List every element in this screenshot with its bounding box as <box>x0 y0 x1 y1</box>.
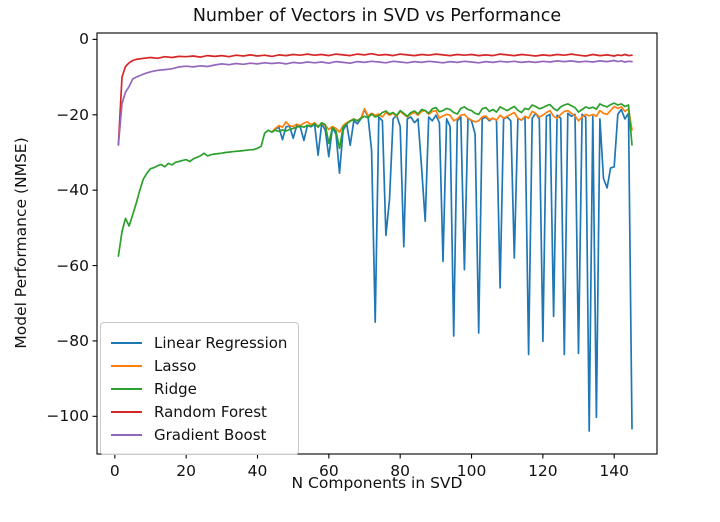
y-tick-label: 0 <box>79 30 89 49</box>
legend-label: Ridge <box>154 379 197 398</box>
x-tick-label: 140 <box>599 462 629 480</box>
x-tick-label: 40 <box>247 462 268 480</box>
x-tick-label: 120 <box>528 462 558 480</box>
series-line-ridge <box>117 102 633 257</box>
x-axis-label: N Components in SVD <box>291 474 463 492</box>
legend: Linear Regression Lasso Ridge Random Forest… <box>100 322 299 455</box>
legend-label: Random Forest <box>154 402 267 421</box>
legend-item-ridge: Ridge <box>111 377 288 400</box>
legend-swatch-linear-regression <box>111 341 142 344</box>
x-tick-label: 0 <box>109 462 120 480</box>
y-tick-label: −100 <box>46 407 89 426</box>
legend-item-linear-regression: Linear Regression <box>111 331 288 354</box>
series-line-linear-regression <box>270 108 633 432</box>
chart-title: Number of Vectors in SVD vs Performance <box>192 6 562 26</box>
legend-label: Linear Regression <box>154 333 288 352</box>
y-tick-label: −80 <box>56 331 89 350</box>
y-tick-label: −40 <box>56 181 89 200</box>
legend-label: Gradient Boost <box>154 425 267 444</box>
y-tick-label: −20 <box>56 105 89 124</box>
x-tick-label: 80 <box>390 462 411 480</box>
legend-swatch-ridge <box>111 387 142 390</box>
legend-item-lasso: Lasso <box>111 354 288 377</box>
x-tick-label: 60 <box>318 462 339 480</box>
x-tick-label: 100 <box>456 462 487 480</box>
x-tick-label: 20 <box>176 462 197 480</box>
legend-label: Lasso <box>154 356 197 375</box>
legend-item-gradient-boost: Gradient Boost <box>111 423 288 446</box>
legend-item-random-forest: Random Forest <box>111 400 288 423</box>
series-line-gradient-boost <box>117 59 633 146</box>
legend-swatch-random-forest <box>111 410 142 413</box>
series-line-random-forest <box>117 52 633 146</box>
plot-frame <box>96 32 658 455</box>
y-tick-label: −60 <box>56 256 89 275</box>
legend-swatch-lasso <box>111 364 142 367</box>
legend-swatch-gradient-boost <box>111 433 142 436</box>
